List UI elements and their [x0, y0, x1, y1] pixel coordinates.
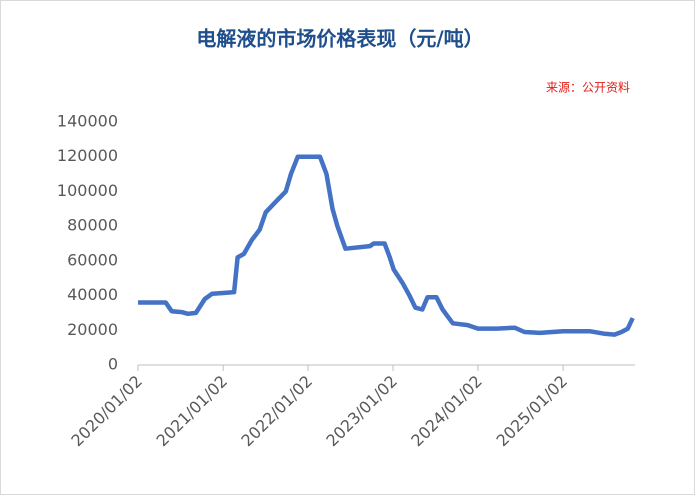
y-tick-label: 60000 — [67, 250, 118, 269]
y-tick-label: 120000 — [57, 146, 118, 165]
chart-title: 电解液的市场价格表现（元/吨） — [196, 27, 483, 51]
line — [138, 154, 635, 337]
y-tick-label: 80000 — [67, 216, 118, 235]
source-note: 来源：公开资料 — [546, 81, 630, 95]
y-tick-label: 40000 — [67, 285, 118, 304]
y-tick-label: 0 — [108, 355, 118, 374]
y-tick-label: 140000 — [57, 112, 118, 131]
y-tick-label: 20000 — [67, 320, 118, 339]
y-tick-label: 100000 — [57, 181, 118, 200]
